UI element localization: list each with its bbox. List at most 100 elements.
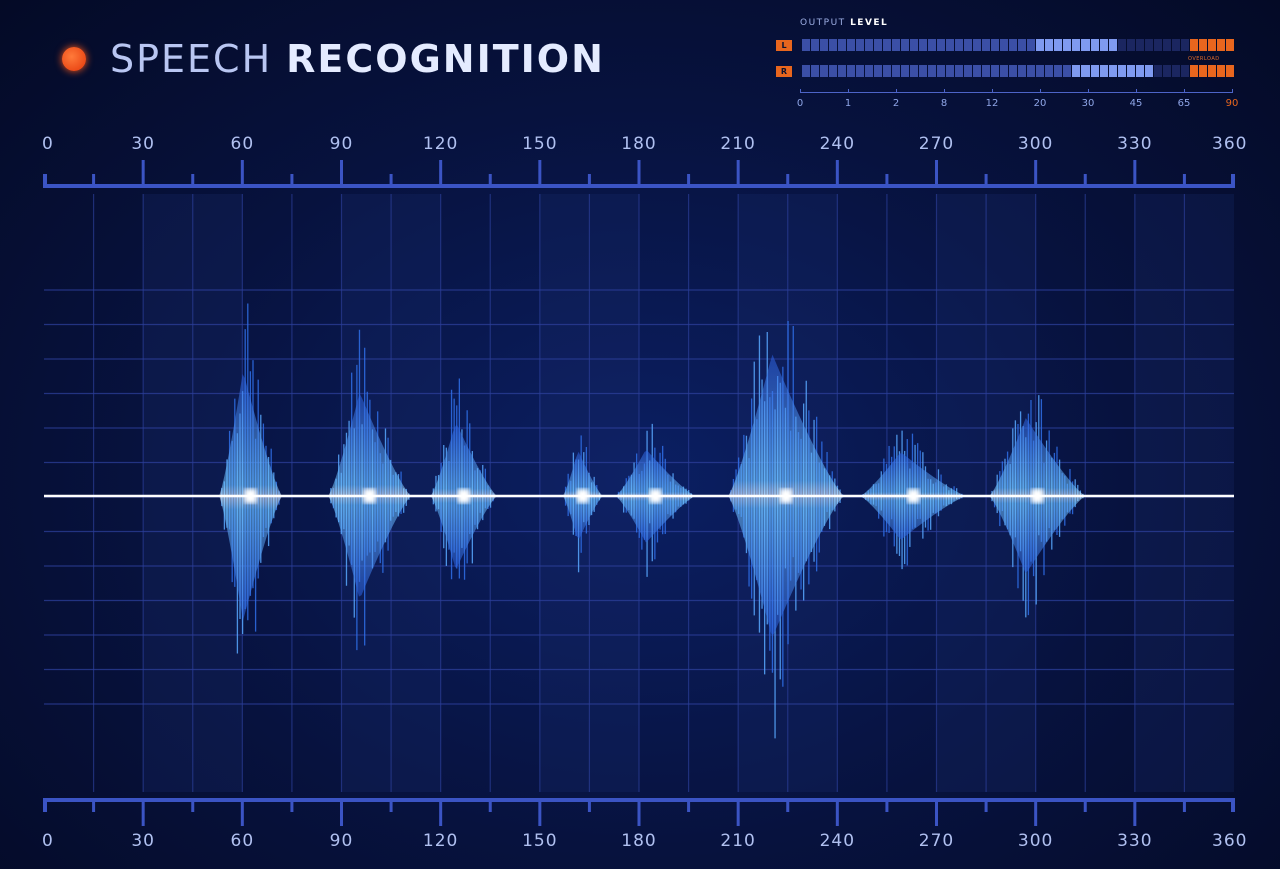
ruler-major-tick <box>736 800 740 826</box>
meter-segment <box>1018 65 1027 77</box>
ruler-minor-tick <box>687 800 691 812</box>
meter-scale-tick <box>800 89 801 93</box>
meter-segment <box>973 65 982 77</box>
meter-segment <box>1189 39 1198 51</box>
record-status-indicator <box>62 47 86 71</box>
meter-segment <box>1207 39 1216 51</box>
ruler-minor-tick <box>1182 174 1186 186</box>
meter-segment <box>1108 65 1117 77</box>
meter-segment <box>1036 65 1045 77</box>
meter-scale-axis <box>800 89 1233 93</box>
overload-label: OVERLOAD <box>1188 56 1220 62</box>
ruler-label: 90 <box>329 134 354 154</box>
meter-segment <box>1072 65 1081 77</box>
burst-highlight <box>780 489 793 503</box>
meter-segment <box>1009 65 1018 77</box>
ruler-major-tick <box>1133 800 1137 826</box>
meter-segment <box>874 39 883 51</box>
meter-scale-tick <box>848 89 849 93</box>
page-title: SPEECH RECOGNITION <box>110 37 605 81</box>
ruler-end-cap <box>43 798 47 812</box>
meter-segment <box>946 39 955 51</box>
output-level-label: OUTPUT LEVEL <box>800 18 889 28</box>
meter-segment <box>1000 39 1009 51</box>
title-word-recognition: RECOGNITION <box>286 37 605 81</box>
meter-segment <box>847 39 856 51</box>
ruler-major-tick <box>340 160 343 186</box>
meter-segment <box>973 39 982 51</box>
ruler-minor-tick <box>92 800 96 812</box>
ruler-minor-tick <box>687 174 691 186</box>
meter-segment <box>811 39 820 51</box>
ruler-minor-tick <box>984 174 988 186</box>
meter-segment <box>1081 39 1090 51</box>
meter-segment <box>1090 39 1099 51</box>
ruler-major-tick <box>637 160 641 186</box>
meter-scale-label: 45 <box>1129 98 1143 109</box>
ruler-minor-tick <box>1083 174 1087 186</box>
ruler-label: 120 <box>422 134 459 154</box>
meter-segment <box>1162 39 1171 51</box>
meter-segment <box>1153 39 1162 51</box>
ruler-label: 60 <box>230 134 255 154</box>
ruler-label: 60 <box>230 831 255 851</box>
meter-segment <box>1090 65 1099 77</box>
ruler-minor-tick <box>290 174 294 186</box>
meter-segment <box>1198 39 1207 51</box>
left-channel-level-bar <box>802 39 1234 51</box>
ruler-label: 240 <box>819 134 856 154</box>
meter-segment <box>1216 65 1225 77</box>
meter-scale-tick <box>944 89 945 93</box>
ruler-label: 120 <box>422 831 459 851</box>
ruler-minor-tick <box>786 800 790 812</box>
ruler-major-tick <box>935 800 938 826</box>
meter-segment <box>802 39 811 51</box>
ruler-end-cap <box>1231 798 1235 812</box>
ruler-label: 330 <box>1117 831 1153 851</box>
meter-segment <box>1054 65 1063 77</box>
meter-segment <box>829 39 838 51</box>
meter-segment <box>1171 39 1180 51</box>
meter-segment <box>901 39 910 51</box>
meter-segment <box>964 39 973 51</box>
ruler-label: 240 <box>819 831 856 851</box>
ruler-major-tick <box>1034 160 1038 186</box>
ruler-major-tick <box>240 160 244 186</box>
meter-segment <box>1063 65 1072 77</box>
ruler-minor-tick <box>389 174 393 186</box>
meter-scale-tick <box>1232 89 1233 93</box>
ruler-label: 210 <box>720 134 756 154</box>
ruler-major-tick <box>1133 160 1137 186</box>
ruler-minor-tick <box>290 800 294 812</box>
meter-segment <box>1198 65 1207 77</box>
ruler-label: 30 <box>131 831 155 851</box>
ruler-major-tick <box>538 800 542 826</box>
ruler-label: 270 <box>918 134 955 154</box>
meter-segment <box>910 39 919 51</box>
ruler-minor-tick <box>1182 800 1186 812</box>
burst-highlight <box>576 489 589 503</box>
meter-segment <box>910 65 919 77</box>
meter-segment <box>991 65 1000 77</box>
ruler-minor-tick <box>984 800 988 812</box>
meter-segment <box>1117 65 1126 77</box>
burst-highlight <box>649 489 662 503</box>
meter-segment <box>1135 39 1144 51</box>
meter-segment <box>1216 39 1225 51</box>
ruler-minor-tick <box>92 174 96 186</box>
meter-segment <box>1117 39 1126 51</box>
meter-scale-tick <box>1088 89 1089 93</box>
ruler-minor-tick <box>885 174 889 186</box>
meter-scale-label: 65 <box>1177 98 1191 109</box>
ruler-label: 210 <box>720 831 756 851</box>
ruler-major-tick <box>935 160 938 186</box>
meter-segment <box>1099 39 1108 51</box>
right-channel-level-bar <box>802 65 1234 77</box>
meter-scale-tick <box>896 89 897 93</box>
ruler-minor-tick <box>191 174 195 186</box>
meter-segment <box>1000 65 1009 77</box>
ruler-minor-tick <box>885 800 889 812</box>
meter-segment <box>892 39 901 51</box>
ruler-label: 180 <box>621 831 657 851</box>
